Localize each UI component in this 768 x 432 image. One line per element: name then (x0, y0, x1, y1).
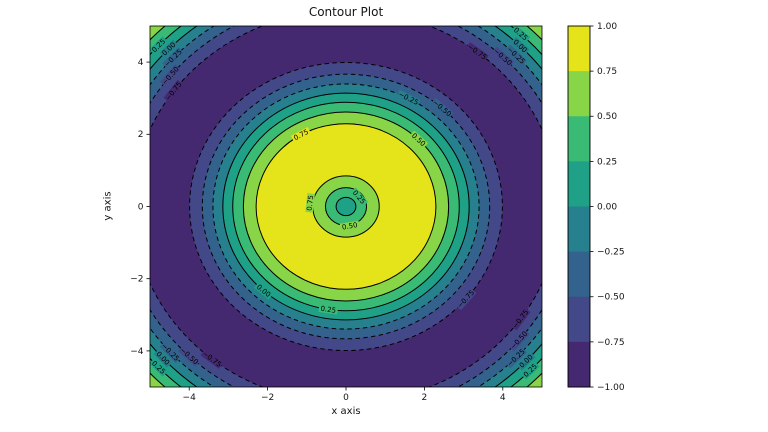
contour-label-bg (318, 304, 339, 315)
contour-label-bg (465, 42, 489, 62)
contour-label-bg (396, 89, 421, 107)
contour-line (242, 111, 450, 302)
contour-label-bg (200, 349, 224, 369)
colorbar-band (568, 296, 590, 343)
contour-label-bg (520, 361, 540, 380)
colorbar-band (568, 26, 590, 72)
contour-label-bg (511, 26, 531, 43)
colorbar-band (568, 71, 590, 117)
y-tick-label: 4 (138, 58, 144, 68)
contour-line (189, 61, 503, 352)
contour-label-bg (505, 44, 528, 66)
contour-line (222, 92, 470, 321)
y-tick-label: −4 (130, 347, 144, 357)
contour-label-bg (505, 347, 528, 369)
contour-label: 0.50 (341, 221, 358, 231)
x-tick-label: −2 (261, 393, 274, 403)
contour-label-bg (305, 193, 315, 213)
plot-title: Contour Plot (308, 5, 384, 19)
contour-label-bg (510, 307, 531, 331)
x-tick-label: −4 (183, 393, 197, 403)
colorbar-tick-label: −1.00 (597, 383, 625, 393)
contour-label-bg (510, 36, 530, 56)
contour-label-bg (491, 46, 514, 68)
contour-label-bg (153, 348, 173, 368)
contour-label: 0.75 (306, 195, 316, 211)
contour-line (201, 73, 491, 340)
contour-line (232, 101, 460, 312)
y-tick-label: 0 (138, 202, 144, 212)
contour-label-bg (159, 341, 182, 364)
colorbar-tick-label: 0.50 (597, 112, 617, 122)
colorbar-tick-label: −0.75 (597, 338, 625, 348)
y-axis-label: y axis (102, 191, 114, 221)
colorbar-tick-label: 1.00 (597, 22, 617, 32)
contour-label-bg (253, 281, 274, 300)
colorbar-tick-label: 0.25 (597, 157, 617, 167)
x-tick-label: 2 (422, 393, 428, 403)
contour-label-bg (178, 345, 201, 367)
contour-label-bg (430, 97, 454, 119)
y-tick-label: −2 (130, 275, 143, 285)
contour-label-bg (455, 288, 477, 311)
contour-label-bg (516, 351, 536, 371)
contour-label-bg (163, 79, 184, 103)
colorbar-tick-label: 0.00 (597, 202, 617, 212)
colorbar-tick-label: 0.75 (597, 67, 617, 77)
contour-line (212, 83, 480, 330)
contour-band-layer: 0.250.500.750.75 0.500.250.00−0.25 −0.50−0… (150, 26, 542, 387)
contour-label-bg (162, 47, 184, 69)
colorbar-band (568, 206, 590, 253)
contour-label-bg (349, 187, 369, 207)
contour-label: 0.25 (320, 305, 337, 315)
contour-band (336, 197, 356, 216)
contour-label-bg (339, 220, 360, 232)
x-tick-label: 4 (500, 393, 506, 403)
contour-label-bg (508, 329, 530, 352)
contour-label-bg (409, 130, 429, 149)
x-axis-label: x axis (331, 406, 361, 417)
colorbar-band (568, 116, 590, 162)
contour-label-bg (290, 126, 312, 143)
contour-label-bg (159, 39, 179, 59)
contour-label-bg (150, 358, 169, 377)
contour-label-bg (150, 36, 169, 55)
colorbar-tick-label: −0.50 (597, 293, 625, 303)
contour-line (335, 196, 357, 217)
x-tick-label: 0 (343, 393, 349, 403)
contour-label-bg (160, 64, 181, 87)
colorbar-band (568, 161, 590, 207)
colorbar-tick-label: −0.25 (597, 248, 625, 258)
contour-line (255, 123, 437, 290)
y-tick-label: 2 (138, 130, 144, 140)
colorbar-band (568, 341, 590, 388)
colorbar-band (568, 251, 590, 298)
